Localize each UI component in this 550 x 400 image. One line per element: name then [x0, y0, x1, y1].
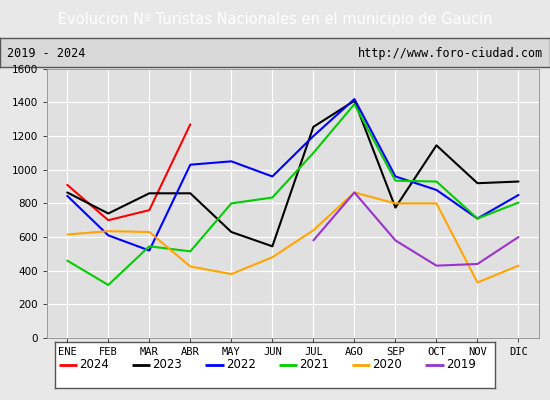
Text: Evolucion Nº Turistas Nacionales en el municipio de Gaucín: Evolucion Nº Turistas Nacionales en el m…: [58, 11, 492, 27]
Text: 2024: 2024: [79, 358, 109, 372]
Text: 2023: 2023: [152, 358, 182, 372]
Text: 2022: 2022: [226, 358, 256, 372]
Text: 2021: 2021: [299, 358, 329, 372]
Text: 2020: 2020: [372, 358, 402, 372]
Text: http://www.foro-ciudad.com: http://www.foro-ciudad.com: [358, 47, 543, 60]
Text: 2019: 2019: [446, 358, 476, 372]
Text: 2019 - 2024: 2019 - 2024: [7, 47, 85, 60]
